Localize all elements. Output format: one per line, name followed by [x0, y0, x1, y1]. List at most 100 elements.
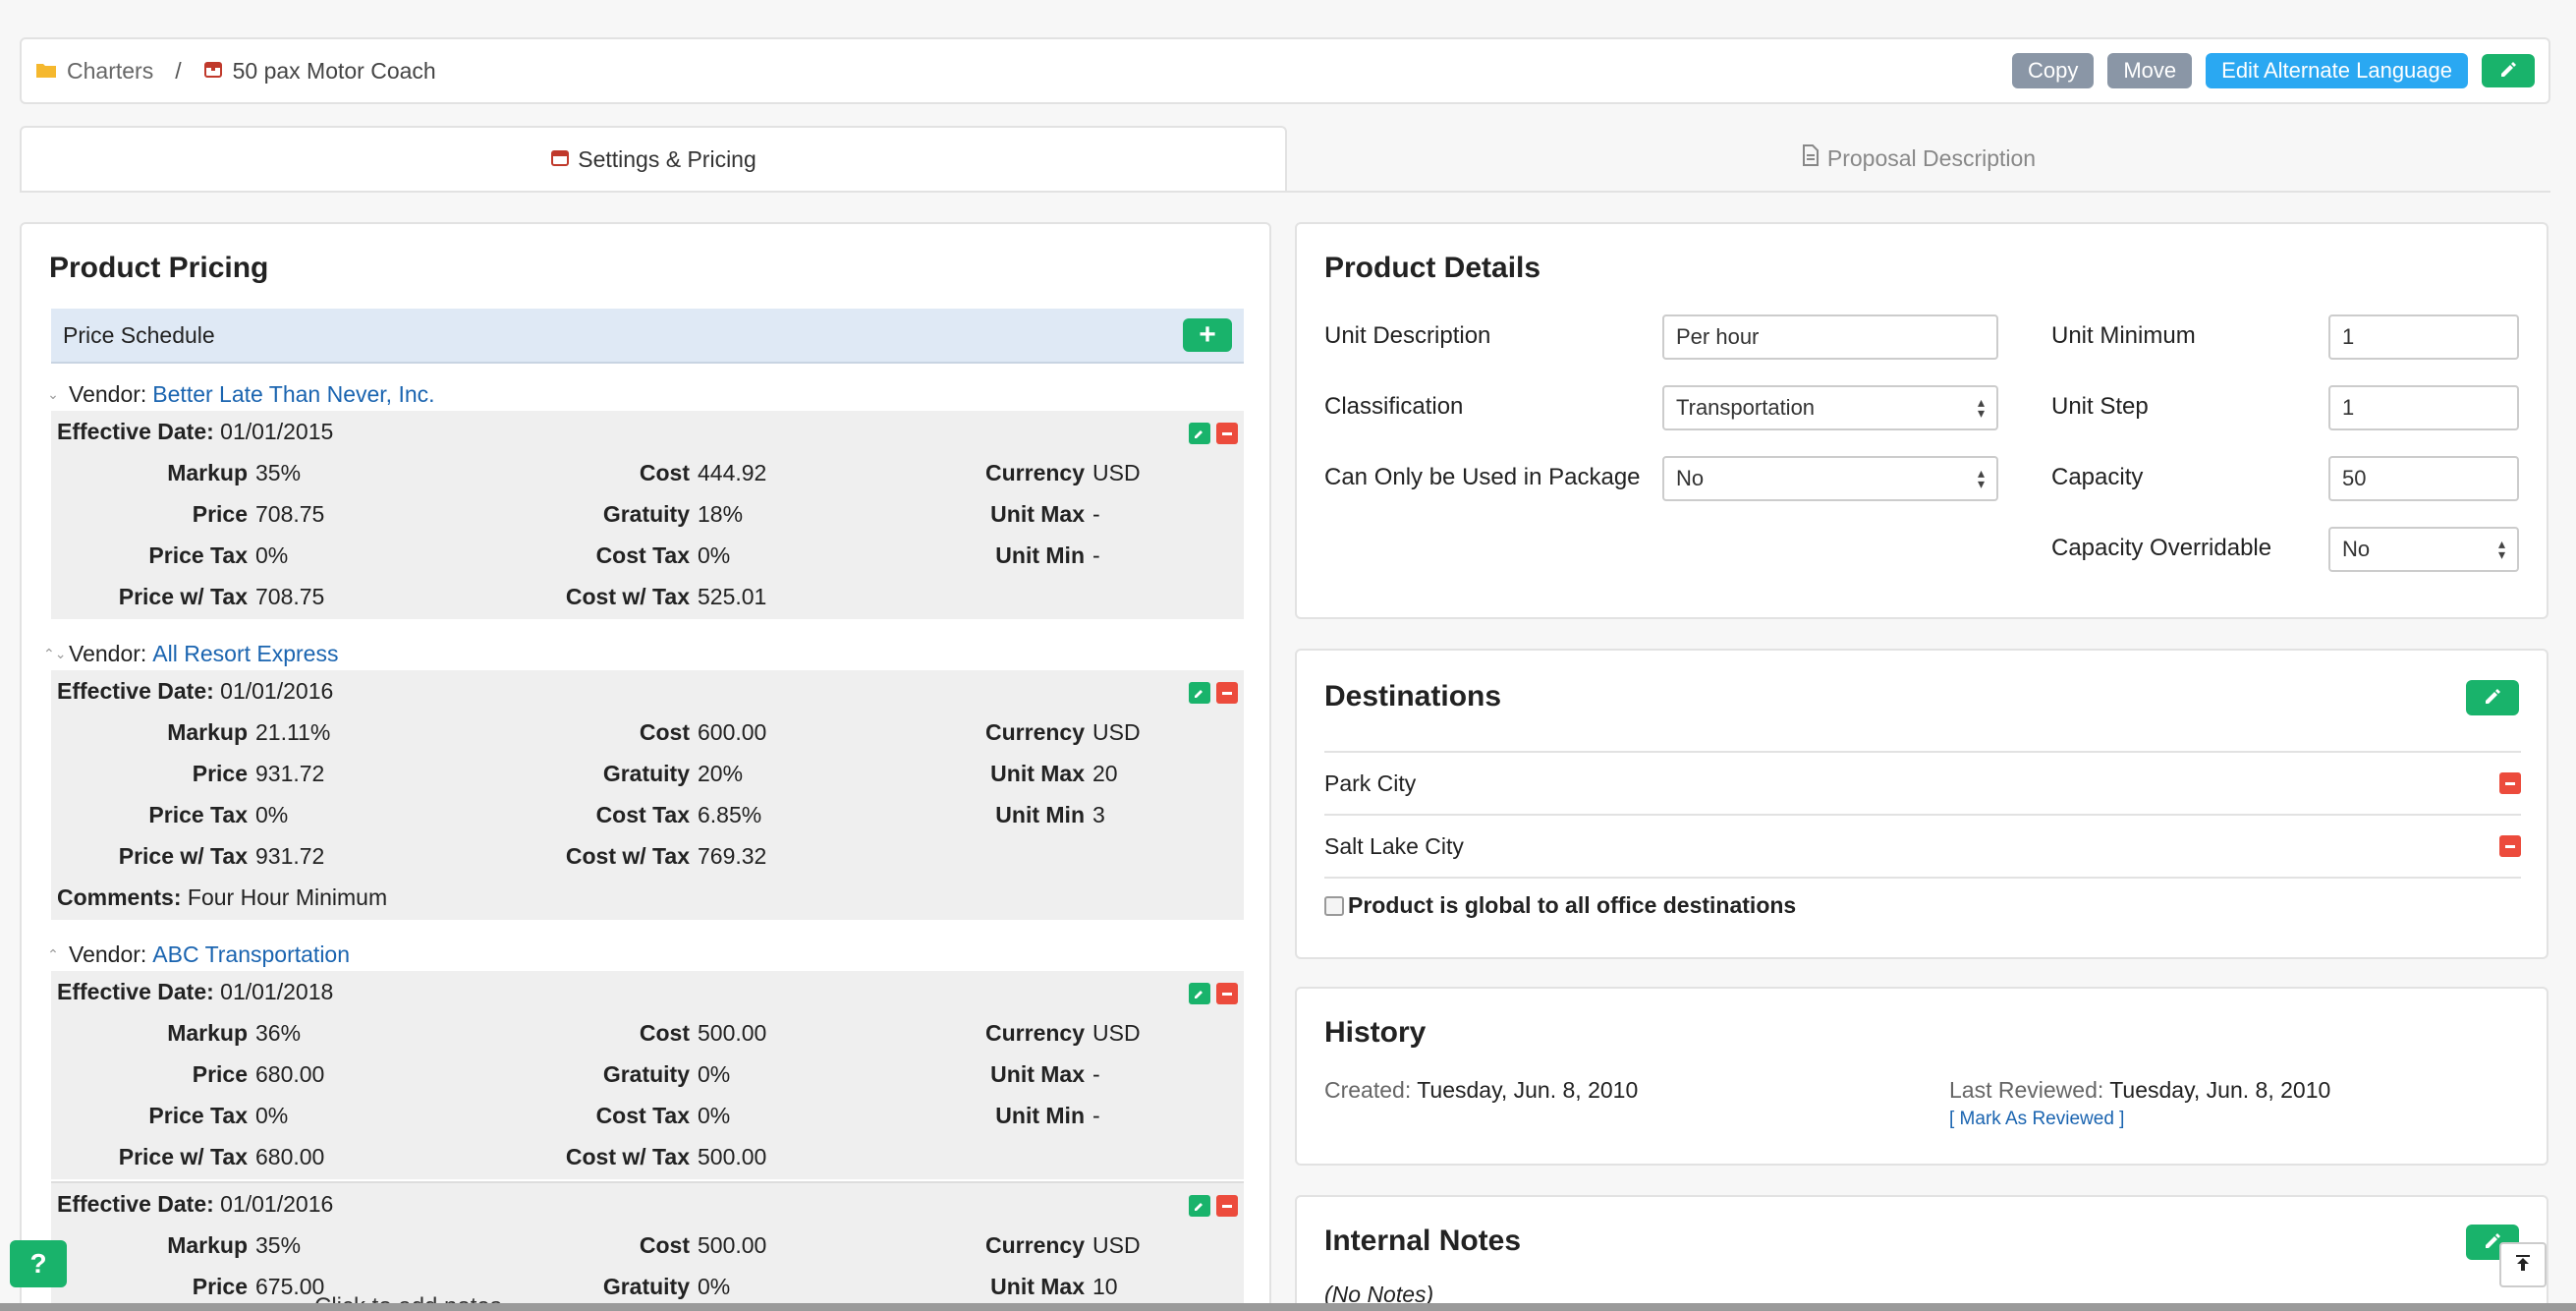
- details-title: Product Details: [1324, 252, 1541, 284]
- global-destination-option[interactable]: Product is global to all office destinat…: [1324, 892, 1796, 919]
- vendor-prefix: Vendor:: [69, 641, 147, 666]
- markup-field: Markup 36%: [167, 1020, 302, 1046]
- select-caret-icon: ▴ ▾: [2497, 535, 2505, 562]
- document-icon: [1802, 144, 1820, 172]
- effective-date: Effective Date: 01/01/2016: [57, 678, 334, 704]
- collapse-up-icon[interactable]: ⌃: [47, 946, 59, 962]
- capacity-overridable-select[interactable]: No ▴ ▾: [2328, 527, 2519, 572]
- reorder-icon[interactable]: ⌃⌄: [43, 646, 67, 661]
- cost-field: Cost 600.00: [639, 719, 767, 745]
- unit-step-input[interactable]: [2328, 385, 2519, 430]
- edit-destinations-button[interactable]: [2466, 680, 2519, 715]
- markup-field: Markup 35%: [167, 1232, 302, 1258]
- mark-as-reviewed-link[interactable]: [ Mark As Reviewed ]: [1949, 1109, 2125, 1129]
- header-bar: Charters / 50 pax Motor Coach Copy Move …: [20, 37, 2550, 104]
- currency-field: Currency USD: [985, 1020, 1141, 1046]
- capacity-input[interactable]: [2328, 456, 2519, 501]
- breadcrumb-charters[interactable]: Charters: [67, 57, 154, 84]
- scroll-top-button[interactable]: [2499, 1242, 2547, 1287]
- unit-minimum-input[interactable]: [2328, 314, 2519, 360]
- vendor-link[interactable]: ABC Transportation: [152, 941, 351, 967]
- cost-field: Cost 500.00: [639, 1020, 767, 1046]
- cost-w-tax-field: Cost w/ Tax 769.32: [565, 843, 767, 869]
- destinations-panel: Destinations Park City Salt Lake City Pr…: [1295, 649, 2548, 959]
- package-icon: [550, 146, 570, 173]
- internal-notes-panel: Internal Notes (No Notes): [1295, 1195, 2548, 1311]
- unit-max-field: Unit Max -: [990, 501, 1100, 527]
- price-field: Price 708.75: [192, 501, 325, 527]
- edit-alternate-language-button[interactable]: Edit Alternate Language: [2206, 53, 2468, 88]
- package-only-select[interactable]: No ▴ ▾: [1662, 456, 1998, 501]
- add-price-schedule-button[interactable]: +: [1183, 318, 1232, 352]
- remove-destination-button[interactable]: [2499, 772, 2521, 794]
- currency-field: Currency USD: [985, 460, 1141, 485]
- vendor-link[interactable]: Better Late Than Never, Inc.: [152, 381, 435, 407]
- cost-w-tax-field: Cost w/ Tax 525.01: [565, 584, 767, 609]
- copy-button[interactable]: Copy: [2011, 53, 2095, 88]
- pricing-title: Product Pricing: [49, 252, 269, 284]
- unit-max-field: Unit Max 10: [990, 1274, 1118, 1299]
- edit-entry-button[interactable]: [1189, 423, 1210, 444]
- remove-entry-button[interactable]: [1216, 983, 1238, 1004]
- remove-entry-button[interactable]: [1216, 423, 1238, 444]
- effective-date: Effective Date: 01/01/2015: [57, 419, 334, 444]
- package-only-value: No: [1676, 466, 1705, 490]
- minus-icon: [2505, 782, 2515, 785]
- vendor-row: ⌃⌄ Vendor: All Resort Express: [43, 641, 338, 667]
- markup-field: Markup 35%: [167, 460, 302, 485]
- cost-field: Cost 500.00: [639, 1232, 767, 1258]
- cost-w-tax-field: Cost w/ Tax 500.00: [565, 1144, 767, 1169]
- tab-settings-pricing[interactable]: Settings & Pricing: [20, 126, 1287, 191]
- bottom-strip: [0, 1303, 2576, 1311]
- remove-entry-button[interactable]: [1216, 682, 1238, 704]
- breadcrumb: Charters / 50 pax Motor Coach: [35, 58, 436, 85]
- pencil-icon: [2498, 60, 2518, 83]
- global-destination-checkbox[interactable]: [1324, 895, 1344, 916]
- cost-tax-field: Cost Tax 0%: [595, 542, 731, 568]
- gratuity-field: Gratuity 0%: [602, 1274, 731, 1299]
- edit-entry-button[interactable]: [1189, 983, 1210, 1004]
- minus-icon: [2505, 845, 2515, 848]
- minus-icon: [1222, 1205, 1232, 1208]
- cost-field: Cost 444.92: [639, 460, 767, 485]
- vendor-link[interactable]: All Resort Express: [152, 641, 339, 666]
- remove-entry-button[interactable]: [1216, 1195, 1238, 1217]
- edit-entry-button[interactable]: [1189, 682, 1210, 704]
- breadcrumb-current: 50 pax Motor Coach: [232, 57, 436, 84]
- move-button[interactable]: Move: [2107, 53, 2193, 88]
- vendor-prefix: Vendor:: [69, 941, 147, 967]
- no-notes-text: (No Notes): [1324, 1282, 1434, 1307]
- remove-destination-button[interactable]: [2499, 835, 2521, 857]
- edit-entry-button[interactable]: [1189, 1195, 1210, 1217]
- vendor-prefix: Vendor:: [69, 381, 147, 407]
- pencil-icon: [1195, 690, 1203, 698]
- cost-tax-field: Cost Tax 0%: [595, 1103, 731, 1128]
- collapse-down-icon[interactable]: ⌄: [47, 386, 59, 402]
- edit-product-button[interactable]: [2482, 54, 2535, 87]
- capacity-overridable-value: No: [2342, 537, 2371, 561]
- help-button[interactable]: ?: [10, 1240, 67, 1287]
- classification-label: Classification: [1324, 393, 1464, 420]
- package-only-label: Can Only be Used in Package: [1324, 464, 1641, 490]
- created-info: Created: Tuesday, Jun. 8, 2010: [1324, 1077, 1639, 1103]
- arrow-up-icon: [2513, 1253, 2533, 1278]
- currency-field: Currency USD: [985, 719, 1141, 745]
- classification-select[interactable]: Transportation ▴ ▾: [1662, 385, 1998, 430]
- folder-icon: [35, 58, 57, 85]
- destination-row: Park City: [1324, 751, 2521, 814]
- effective-date: Effective Date: 01/01/2016: [57, 1191, 334, 1217]
- price-field: Price 680.00: [192, 1061, 325, 1087]
- tab-proposal-description[interactable]: Proposal Description: [1287, 126, 2550, 191]
- destination-name: Salt Lake City: [1324, 832, 1464, 859]
- select-caret-icon: ▴ ▾: [1977, 464, 1985, 491]
- price-entry: Effective Date: 01/01/2015 Markup 35% Pri…: [51, 411, 1244, 619]
- currency-field: Currency USD: [985, 1232, 1141, 1258]
- capacity-label: Capacity: [2051, 464, 2144, 490]
- capacity-overridable-label: Capacity Overridable: [2051, 535, 2272, 561]
- gratuity-field: Gratuity 20%: [602, 761, 744, 786]
- unit-description-input[interactable]: [1662, 314, 1998, 360]
- unit-max-field: Unit Max 20: [990, 761, 1118, 786]
- price-tax-field: Price Tax 0%: [148, 1103, 289, 1128]
- breadcrumb-separator: /: [175, 57, 182, 84]
- price-w-tax-field: Price w/ Tax 708.75: [118, 584, 325, 609]
